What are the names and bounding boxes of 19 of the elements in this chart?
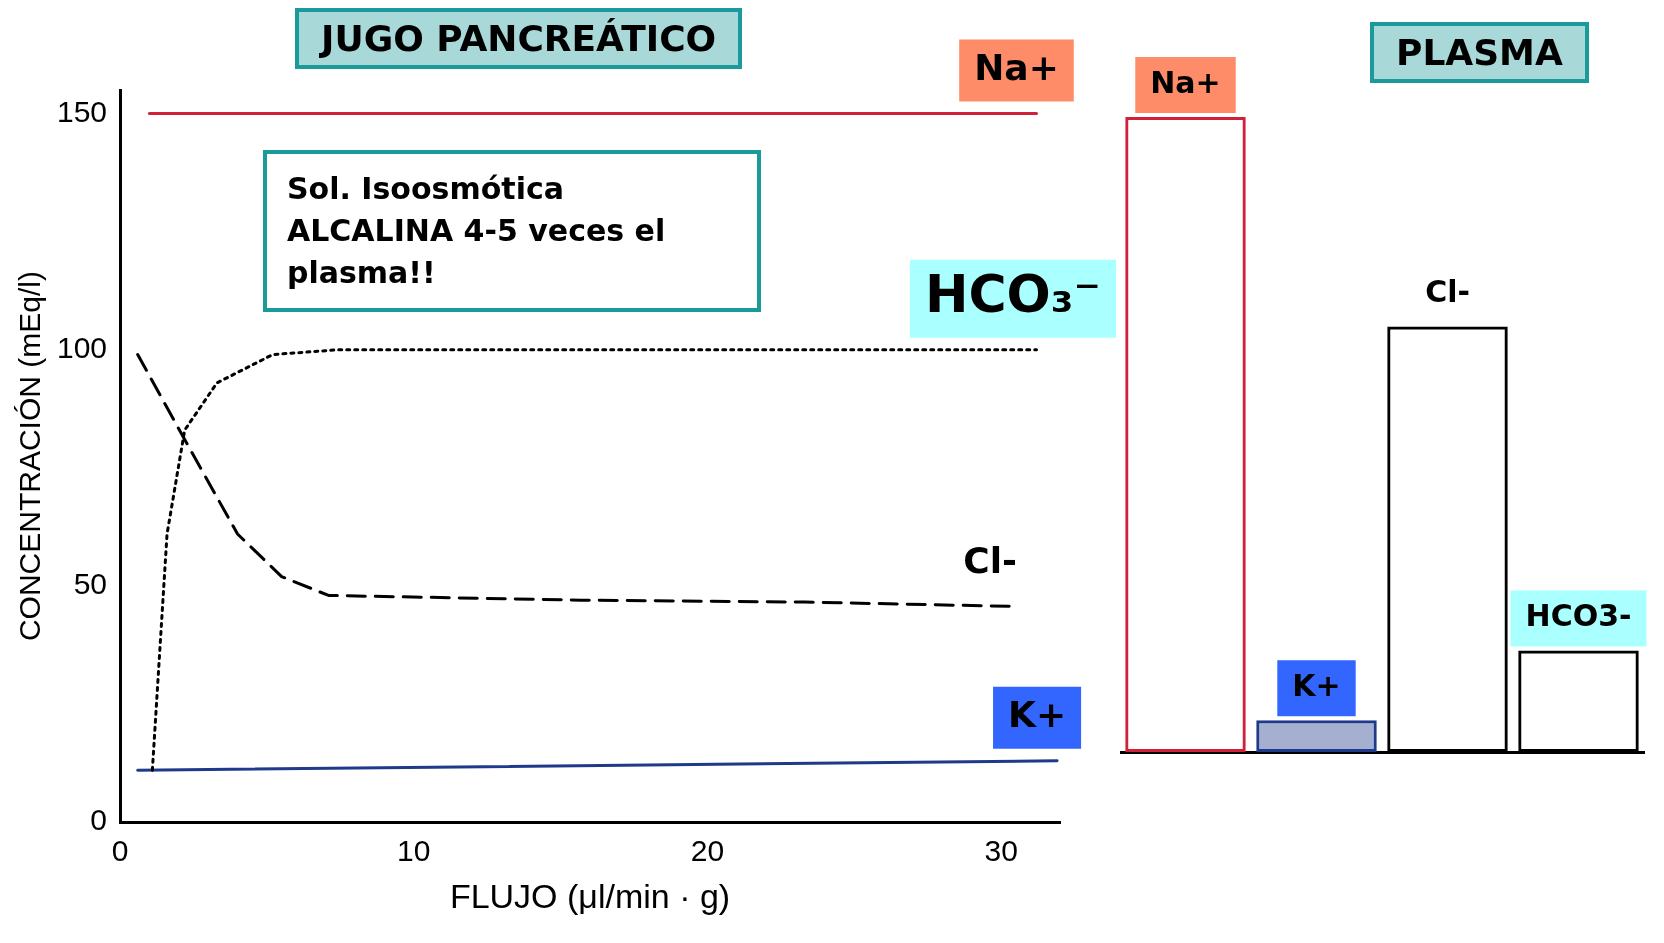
annotation: Sol. Isoosmótica ALCALINA 4-5 veces el plasma!! xyxy=(263,150,761,312)
y-axis-title: CONCENTRACIÓN (mEq/l) xyxy=(13,271,47,642)
series-label: HCO₃⁻ xyxy=(924,264,1101,325)
x-tick-label: HCO3- xyxy=(1525,598,1632,634)
series-label: Na+ xyxy=(974,46,1059,88)
x-tick-label: 0 xyxy=(111,834,129,868)
y-tick-label: 0 xyxy=(90,803,108,837)
y-tick-label: 150 xyxy=(56,94,108,128)
y-tick-label: 50 xyxy=(73,567,108,601)
x-axis-title: FLUJO (μl/min · g) xyxy=(449,876,731,915)
x-tick-label: 30 xyxy=(984,834,1018,868)
chart-title: PLASMA xyxy=(1370,22,1589,83)
x-tick-label: 20 xyxy=(690,834,725,868)
bar xyxy=(1256,720,1377,752)
series-label: Cl- xyxy=(963,539,1017,581)
x-tick-label: 10 xyxy=(397,834,431,868)
y-tick-label: 100 xyxy=(56,331,108,365)
series-label: K+ xyxy=(1008,694,1067,736)
chart-title: JUGO PANCREÁTICO xyxy=(295,8,743,69)
